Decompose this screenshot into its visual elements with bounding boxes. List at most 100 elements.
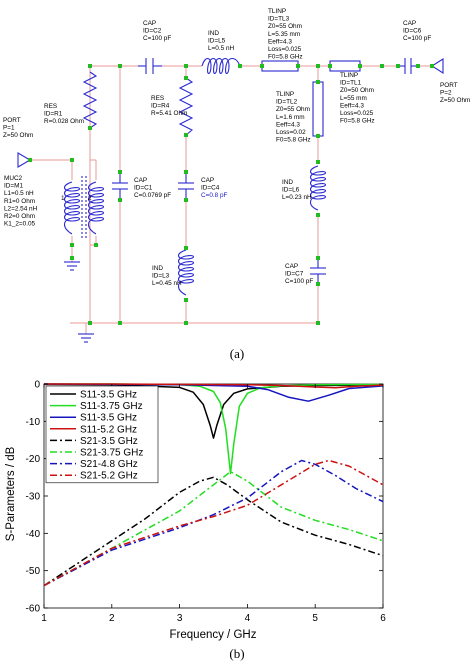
node-marker [70,256,74,260]
node-marker [316,64,320,68]
x-axis-label: Frequency / GHz [170,629,257,641]
node-marker [316,321,320,325]
tline-tl1 [329,60,361,72]
capacitor-c6 [398,58,418,74]
node-marker [184,133,188,137]
label-cap4: CAP ID=C4 C=0.8 pF [201,177,228,199]
label-ind6: IND ID=L6 L=0.23 nH [282,179,312,201]
node-marker [316,160,320,164]
legend-box [45,385,159,484]
node-marker [184,64,188,68]
label-tl3: TLINP ID=TL3 Z0=55 Ohm L=5.35 mm Eeff=4.3 Los… [268,8,303,61]
node-marker [316,134,320,138]
node-marker [118,170,122,174]
node-marker [396,64,400,68]
label-cap6: CAP ID=C6 C=100 pF [403,20,431,42]
legend-entry: S21-3.5 GHz [80,436,138,447]
ground-symbol-m1 [64,261,80,271]
inductor-l6 [309,165,327,211]
y-tick-label: -10 [26,417,41,428]
node-marker [184,321,188,325]
node-marker [316,256,320,260]
node-marker [238,64,242,68]
port-2-symbol [430,57,444,75]
node-marker [70,158,74,162]
plot-series [43,383,384,587]
node-marker [316,80,320,84]
x-tick-label: 6 [380,613,386,624]
y-tick-label: -20 [26,454,41,465]
circuit-schematic: PORT P=1 Z=50 Ohm RES ID=R1 R=0.028 Ohm MUC2 ID… [3,8,470,343]
label-cap7: CAP ID=C7 C=100 pF [285,263,313,285]
x-tick-label: 4 [245,613,251,624]
label-ind3: IND ID=L3 L=0.45 nH [152,265,182,287]
node-marker [358,64,362,68]
node-marker [88,321,92,325]
capacitor-c4 [178,172,194,200]
y-tick-label: -50 [26,566,41,577]
x-tick-label: 1 [41,613,47,624]
tline-tl2 [312,81,324,137]
label-port1: PORT P=1 Z=50 Ohm [3,117,33,139]
x-tick-label: 5 [312,613,318,624]
node-marker [416,64,420,68]
node-marker [118,321,122,325]
node-marker [184,76,188,80]
figure-caption-b: (b) [229,646,245,661]
node-marker [316,213,320,217]
y-tick-label: -30 [26,492,41,503]
node-marker [94,243,98,247]
node-marker [184,298,188,302]
node-marker [184,246,188,250]
legend-entry: S11-3.5 GHz [80,413,137,424]
port-1-symbol [17,152,32,168]
node-marker [118,198,122,202]
legend-entry: S11-3.75 GHz [80,401,143,412]
resistor-r4 [178,77,194,136]
label-tl1: TLINP ID=TL1 Z0=50 Ohm L=55 mm Eeff=4.3 Loss=… [340,72,375,125]
legend-entry: S21-4.8 GHz [80,459,138,470]
label-res1: RES ID=R1 R=0.028 Ohm [44,103,84,125]
capacitor-c1 [112,172,128,200]
tline-tl3 [261,60,299,72]
legend-entry: S11-3.5 GHz [80,390,137,401]
y-tick-label: -60 [26,604,41,615]
node-marker [430,64,434,68]
circuit-elements [17,57,444,343]
inductor-l3 [177,249,195,296]
label-cap1: CAP ID=C1 C=0.0769 pF [134,177,171,199]
circuit-labels: PORT P=1 Z=50 Ohm RES ID=R1 R=0.028 Ohm MUC2 ID… [3,8,470,287]
node-marker [260,64,264,68]
circuit-nodes [28,64,434,325]
coil-number-1: 1 [61,195,65,202]
node-marker [88,64,92,68]
y-tick-label: -40 [26,529,41,540]
x-tick-label: 3 [177,613,183,624]
node-marker [88,126,92,130]
label-res4: RES ID=R4 R=5.41 Ohm [151,95,187,117]
node-marker [28,158,32,162]
node-marker [70,243,74,247]
s-parameter-chart: 1 2 3 4 5 6 0 -10 -20 -30 -40 -50 -60 Frequency / GH… [5,380,386,642]
capacitor-c2 [138,58,162,74]
label-ind5: IND ID=L5 L=0.5 nH [208,30,234,52]
coupled-inductor-muc2 [63,176,105,240]
node-marker [316,282,320,286]
node-marker [296,64,300,68]
y-axis-label: S-Parameters / dB [5,446,17,541]
label-cap2: CAP ID=C2 C=100 pF [143,20,171,42]
series-line-5 [43,476,384,587]
node-marker [328,64,332,68]
node-marker [184,170,188,174]
series-line-7 [43,459,384,587]
x-tick-label: 2 [109,613,115,624]
series-line-4 [44,383,384,389]
figure-caption-a: (a) [229,346,245,361]
label-muc2: MUC2 ID=M1 L1=0.5 nH R1=0 Ohm L2=2.54 nH R2=0… [4,175,38,228]
node-marker [184,198,188,202]
node-marker [118,64,122,68]
resistor-r1 [82,71,98,129]
label-port2: PORT P=2 Z=50 Ohm [440,82,470,104]
coil-number-2: 2 [88,195,92,202]
